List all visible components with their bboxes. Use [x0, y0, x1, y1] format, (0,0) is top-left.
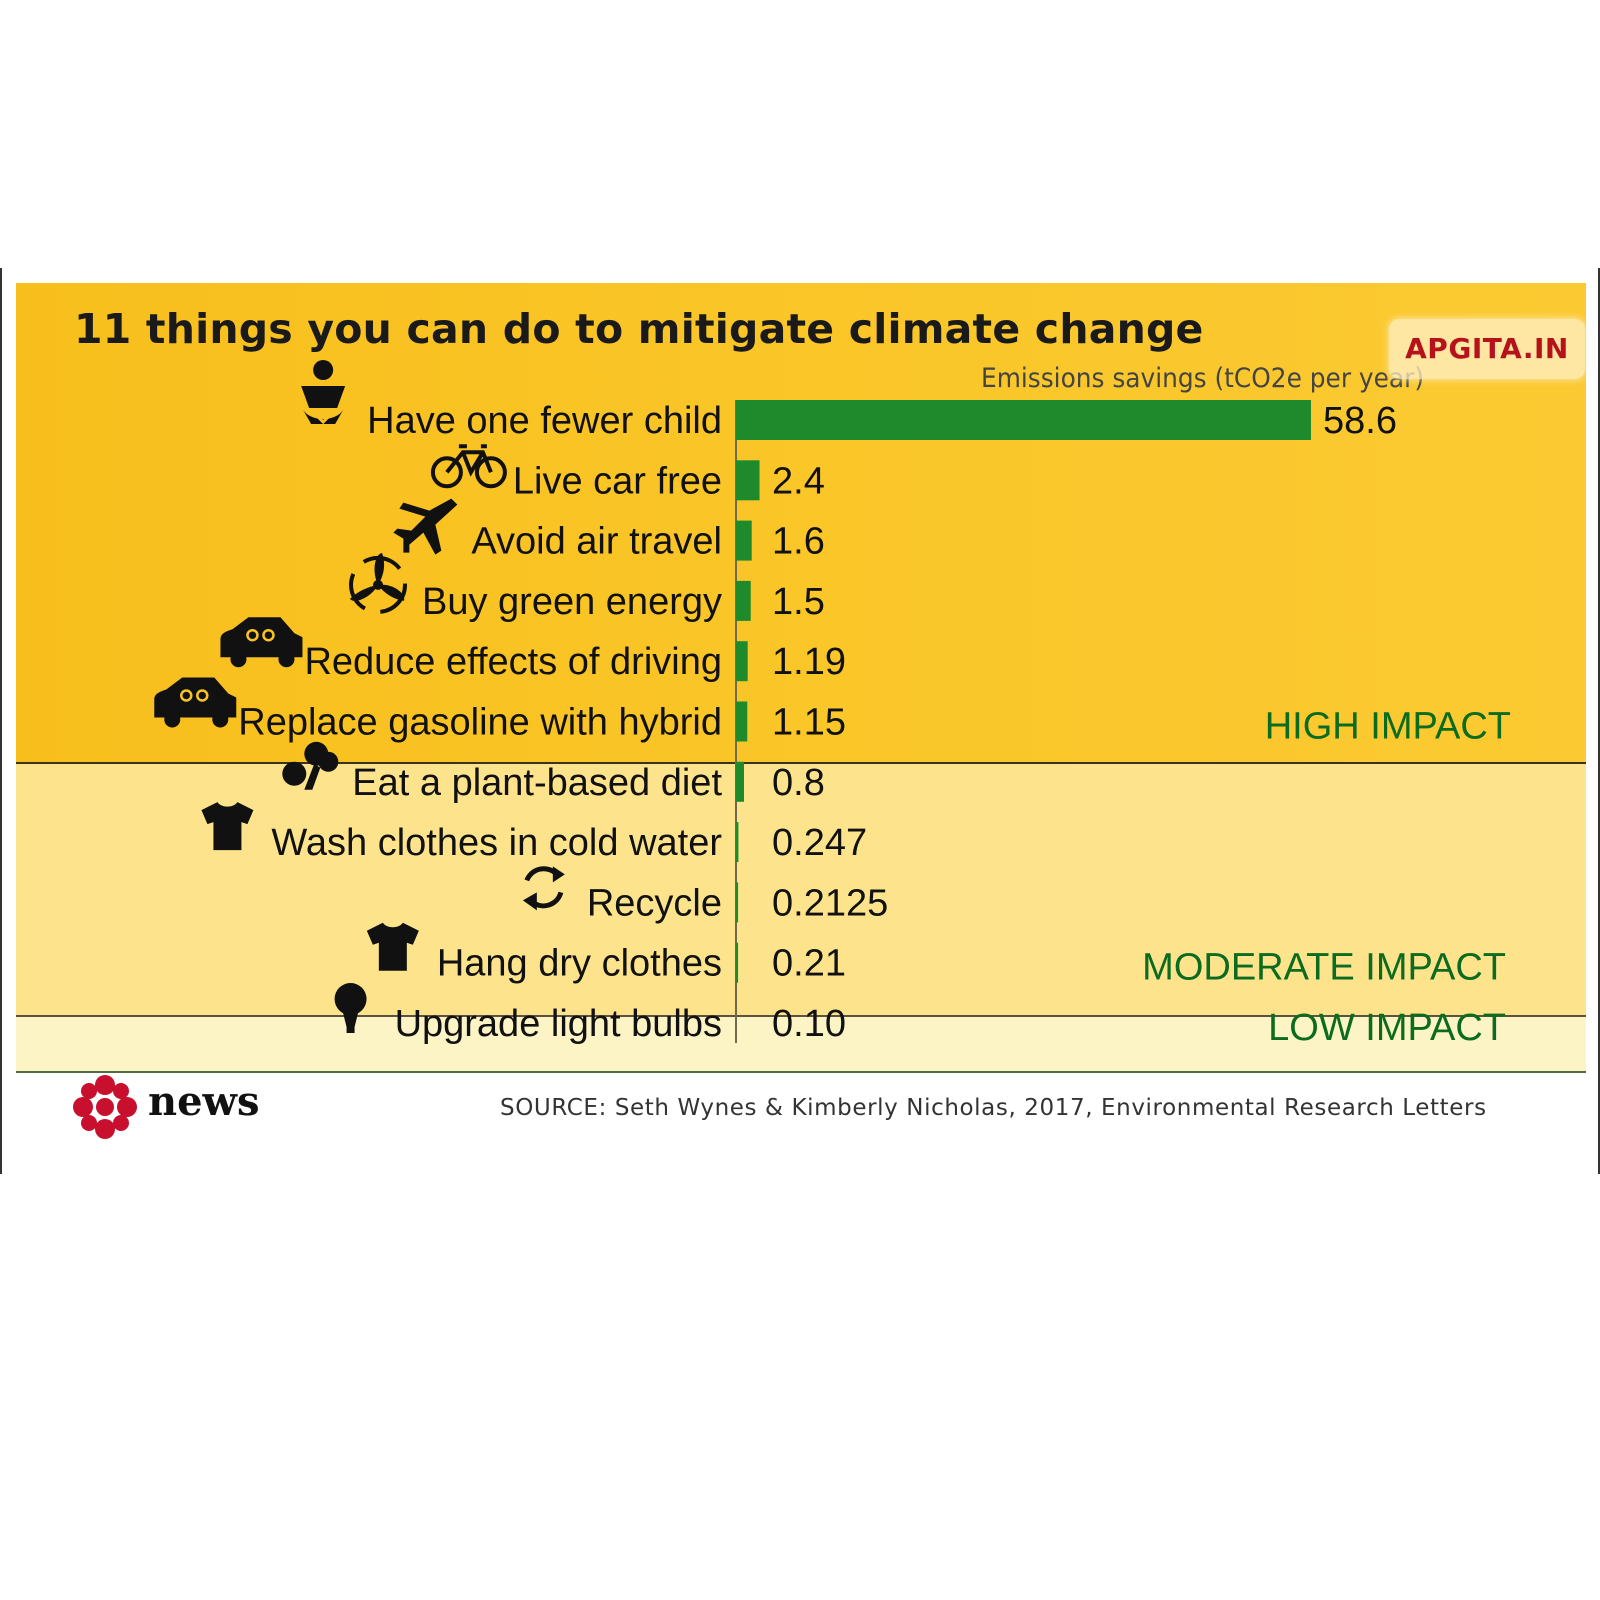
- bars-layer: [735, 400, 1311, 1043]
- airplane-icon: [393, 498, 458, 555]
- labels-layer: Have one fewer child 58.6 Live car free 2.4…: [238, 400, 1511, 1049]
- footer-brand: news: [148, 1078, 260, 1125]
- category-label-1: Have one fewer child: [367, 400, 722, 442]
- image-frame: [0, 268, 1600, 1174]
- vegetable-icon: [282, 741, 339, 790]
- icons-layer: [153, 358, 565, 1033]
- category-label-4: Buy green energy: [422, 581, 722, 623]
- value-label-9: 0.2125: [772, 882, 888, 924]
- value-label-10: 0.21: [772, 943, 846, 985]
- impact-label-2: MODERATE IMPACT: [1142, 947, 1506, 989]
- bar-9: [736, 882, 739, 923]
- impact-label-1: HIGH IMPACT: [1265, 706, 1511, 748]
- tshirt-icon: [366, 922, 419, 971]
- category-label-7: Eat a plant-based diet: [352, 762, 722, 804]
- divider-high-moderate: [16, 762, 1586, 764]
- divider-moderate-low: [16, 1015, 1586, 1017]
- category-label-2: Live car free: [513, 460, 722, 502]
- value-label-7: 0.8: [772, 762, 825, 804]
- source-note: SOURCE: Seth Wynes & Kimberly Nicholas, …: [500, 1095, 1487, 1121]
- value-label-5: 1.19: [772, 641, 846, 683]
- value-label-3: 1.6: [772, 521, 825, 563]
- bar-2: [736, 460, 760, 501]
- bar-7: [736, 761, 744, 802]
- x-axis-label: Emissions savings (tCO2e per year): [981, 363, 1425, 394]
- value-label-6: 1.15: [772, 702, 846, 744]
- bar-8: [736, 822, 739, 863]
- watermark: APGITA.IN: [1389, 319, 1585, 379]
- impact-label-3: LOW IMPACT: [1268, 1007, 1506, 1049]
- divider-bottom: [16, 1071, 1586, 1073]
- low-impact-band: [16, 1017, 1586, 1073]
- wind-turbine-icon: [348, 550, 408, 614]
- category-label-3: Avoid air travel: [471, 521, 722, 563]
- recycle-icon: [523, 866, 565, 910]
- value-label-1: 58.6: [1323, 400, 1397, 442]
- category-label-5: Reduce effects of driving: [304, 641, 722, 683]
- light-bulb-icon: [334, 983, 367, 1033]
- bar-10: [736, 942, 739, 983]
- bar-6: [736, 701, 748, 742]
- category-label-8: Wash clothes in cold water: [271, 822, 722, 864]
- bar-3: [736, 520, 752, 561]
- category-label-10: Hang dry clothes: [437, 943, 722, 985]
- bicycle-icon: [430, 444, 507, 489]
- tshirt-icon: [201, 802, 254, 851]
- bar-5: [736, 641, 748, 682]
- category-label-6: Replace gasoline with hybrid: [238, 702, 722, 744]
- value-label-8: 0.247: [772, 822, 867, 864]
- chart-title: 11 things you can do to mitigate climate…: [74, 305, 1204, 353]
- baby-icon: [299, 358, 347, 426]
- broadcaster-logo-icon: [73, 1075, 137, 1139]
- value-label-11: 0.10: [772, 1003, 846, 1045]
- category-label-9: Recycle: [587, 882, 722, 924]
- high-impact-band: [16, 283, 1586, 763]
- bar-1: [736, 400, 1311, 440]
- value-label-4: 1.5: [772, 581, 825, 623]
- bar-4: [736, 580, 751, 621]
- moderate-impact-band: [16, 763, 1586, 1017]
- bar-chart: Have one fewer child 58.6 Live car free 2.4…: [153, 358, 1511, 1049]
- hybrid-car-icon: [153, 676, 238, 729]
- car-icon: [219, 615, 304, 669]
- infographic: 11 things you can do to mitigate climate…: [16, 283, 1586, 1073]
- category-label-11: Upgrade light bulbs: [395, 1003, 722, 1045]
- value-label-2: 2.4: [772, 460, 825, 502]
